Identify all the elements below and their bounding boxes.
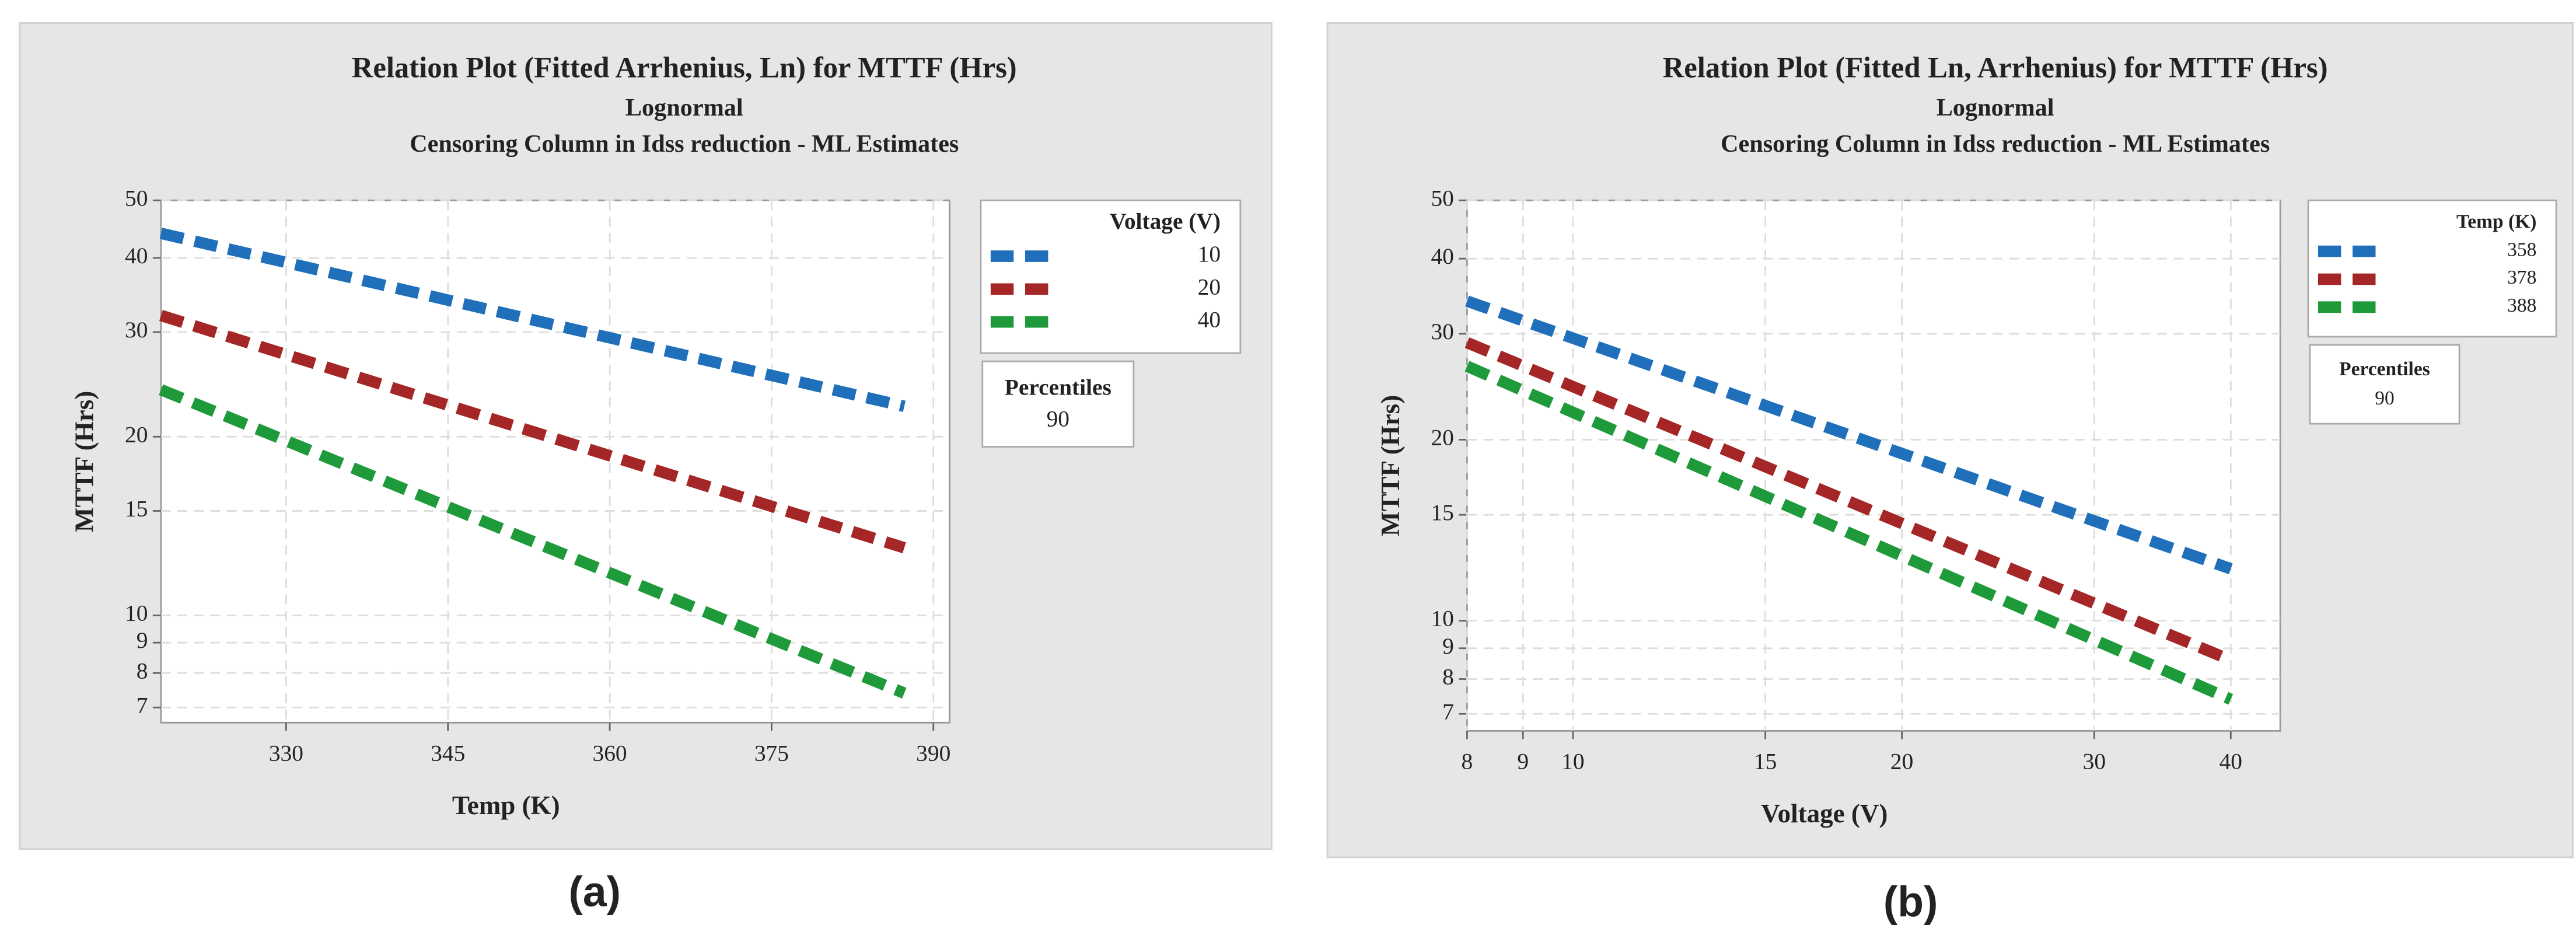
chart-subtitle: Censoring Column in Idss reduction - ML … <box>1721 130 2270 158</box>
y-tick-label: 20 <box>125 421 148 447</box>
y-tick-label: 8 <box>1442 664 1454 690</box>
chart-subtitle: Censoring Column in Idss reduction - ML … <box>410 130 959 158</box>
caption: (a) <box>569 868 621 916</box>
x-tick-label: 9 <box>1517 749 1529 774</box>
plot-area <box>1466 199 2281 732</box>
legend-label: 40 <box>1198 307 1221 333</box>
series-line <box>1464 361 2234 705</box>
series-line <box>159 228 906 412</box>
percentiles-box <box>981 360 1135 448</box>
series-line <box>159 310 906 554</box>
y-tick-label: 20 <box>1431 424 1453 450</box>
series-line <box>1465 295 2233 574</box>
y-tick-label: 9 <box>137 627 148 653</box>
legend-label: 10 <box>1198 241 1221 267</box>
x-tick-label: 10 <box>1561 749 1584 774</box>
chart-subtitle: Lognormal <box>1937 94 2054 121</box>
y-tick-label: 40 <box>125 243 148 268</box>
y-tick-label: 9 <box>1442 633 1454 659</box>
y-tick-label: 50 <box>125 185 148 211</box>
x-tick-label: 40 <box>2220 749 2242 774</box>
percentiles-value: 90 <box>1047 406 1069 432</box>
y-tick-label: 10 <box>125 601 148 626</box>
x-tick-label: 330 <box>269 741 303 766</box>
chart-subtitle: Lognormal <box>625 94 743 121</box>
x-tick-label: 345 <box>431 741 465 766</box>
y-tick-label: 8 <box>137 658 148 683</box>
legend-label: 378 <box>2507 267 2536 288</box>
x-tick-label: 30 <box>2083 749 2106 774</box>
legend-label: 358 <box>2507 239 2536 260</box>
series-line <box>159 384 907 699</box>
x-axis-label: Temp (K) <box>452 791 560 820</box>
legend-box <box>980 199 1242 354</box>
y-tick-label: 7 <box>137 692 148 718</box>
x-tick-label: 375 <box>754 741 789 766</box>
legend-title: Temp (K) <box>2456 211 2536 232</box>
x-tick-label: 8 <box>1462 749 1473 774</box>
y-tick-label: 10 <box>1431 606 1453 631</box>
y-tick-label: 30 <box>1431 319 1453 344</box>
y-tick-label: 30 <box>125 317 148 343</box>
x-axis-label: Voltage (V) <box>1761 799 1888 828</box>
chart-title: Relation Plot (Fitted Arrhenius, Ln) for… <box>352 51 1017 84</box>
y-axis-label: MTTF (Hrs) <box>1376 395 1405 536</box>
y-tick-label: 7 <box>1442 699 1454 724</box>
chart-title: Relation Plot (Fitted Ln, Arrhenius) for… <box>1663 51 2328 84</box>
legend-label: 20 <box>1198 274 1221 299</box>
percentiles-value: 90 <box>2375 388 2394 409</box>
x-tick-label: 15 <box>1754 749 1777 774</box>
legend-box <box>2307 199 2557 338</box>
y-tick-label: 40 <box>1431 243 1453 269</box>
percentiles-title: Percentiles <box>1005 374 1112 400</box>
percentiles-title: Percentiles <box>2339 358 2430 380</box>
plot-area <box>160 199 950 724</box>
y-axis-label: MTTF (Hrs) <box>70 391 99 532</box>
legend-label: 388 <box>2507 295 2536 316</box>
y-tick-label: 15 <box>125 495 148 521</box>
legend-title: Voltage (V) <box>1110 208 1221 234</box>
x-tick-label: 20 <box>1890 749 1913 774</box>
caption: (b) <box>1883 878 1938 926</box>
x-tick-label: 390 <box>916 741 950 766</box>
y-tick-label: 50 <box>1431 185 1453 211</box>
x-tick-label: 360 <box>593 741 627 766</box>
percentiles-box <box>2309 344 2460 425</box>
y-tick-label: 15 <box>1431 500 1453 525</box>
